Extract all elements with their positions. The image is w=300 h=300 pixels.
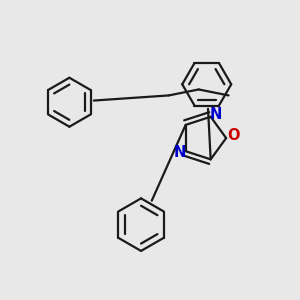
Text: N: N [210, 107, 222, 122]
Text: O: O [227, 128, 240, 142]
Text: N: N [174, 145, 186, 160]
